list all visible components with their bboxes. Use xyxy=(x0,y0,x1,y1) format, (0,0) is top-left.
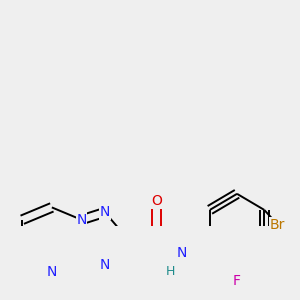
Text: N: N xyxy=(100,205,110,219)
Text: N: N xyxy=(176,246,187,260)
Text: Br: Br xyxy=(270,218,286,232)
Text: O: O xyxy=(152,194,162,208)
Text: F: F xyxy=(233,274,241,289)
Text: N: N xyxy=(100,258,110,272)
Text: N: N xyxy=(76,213,87,227)
Text: N: N xyxy=(47,265,57,279)
Text: H: H xyxy=(166,265,175,278)
